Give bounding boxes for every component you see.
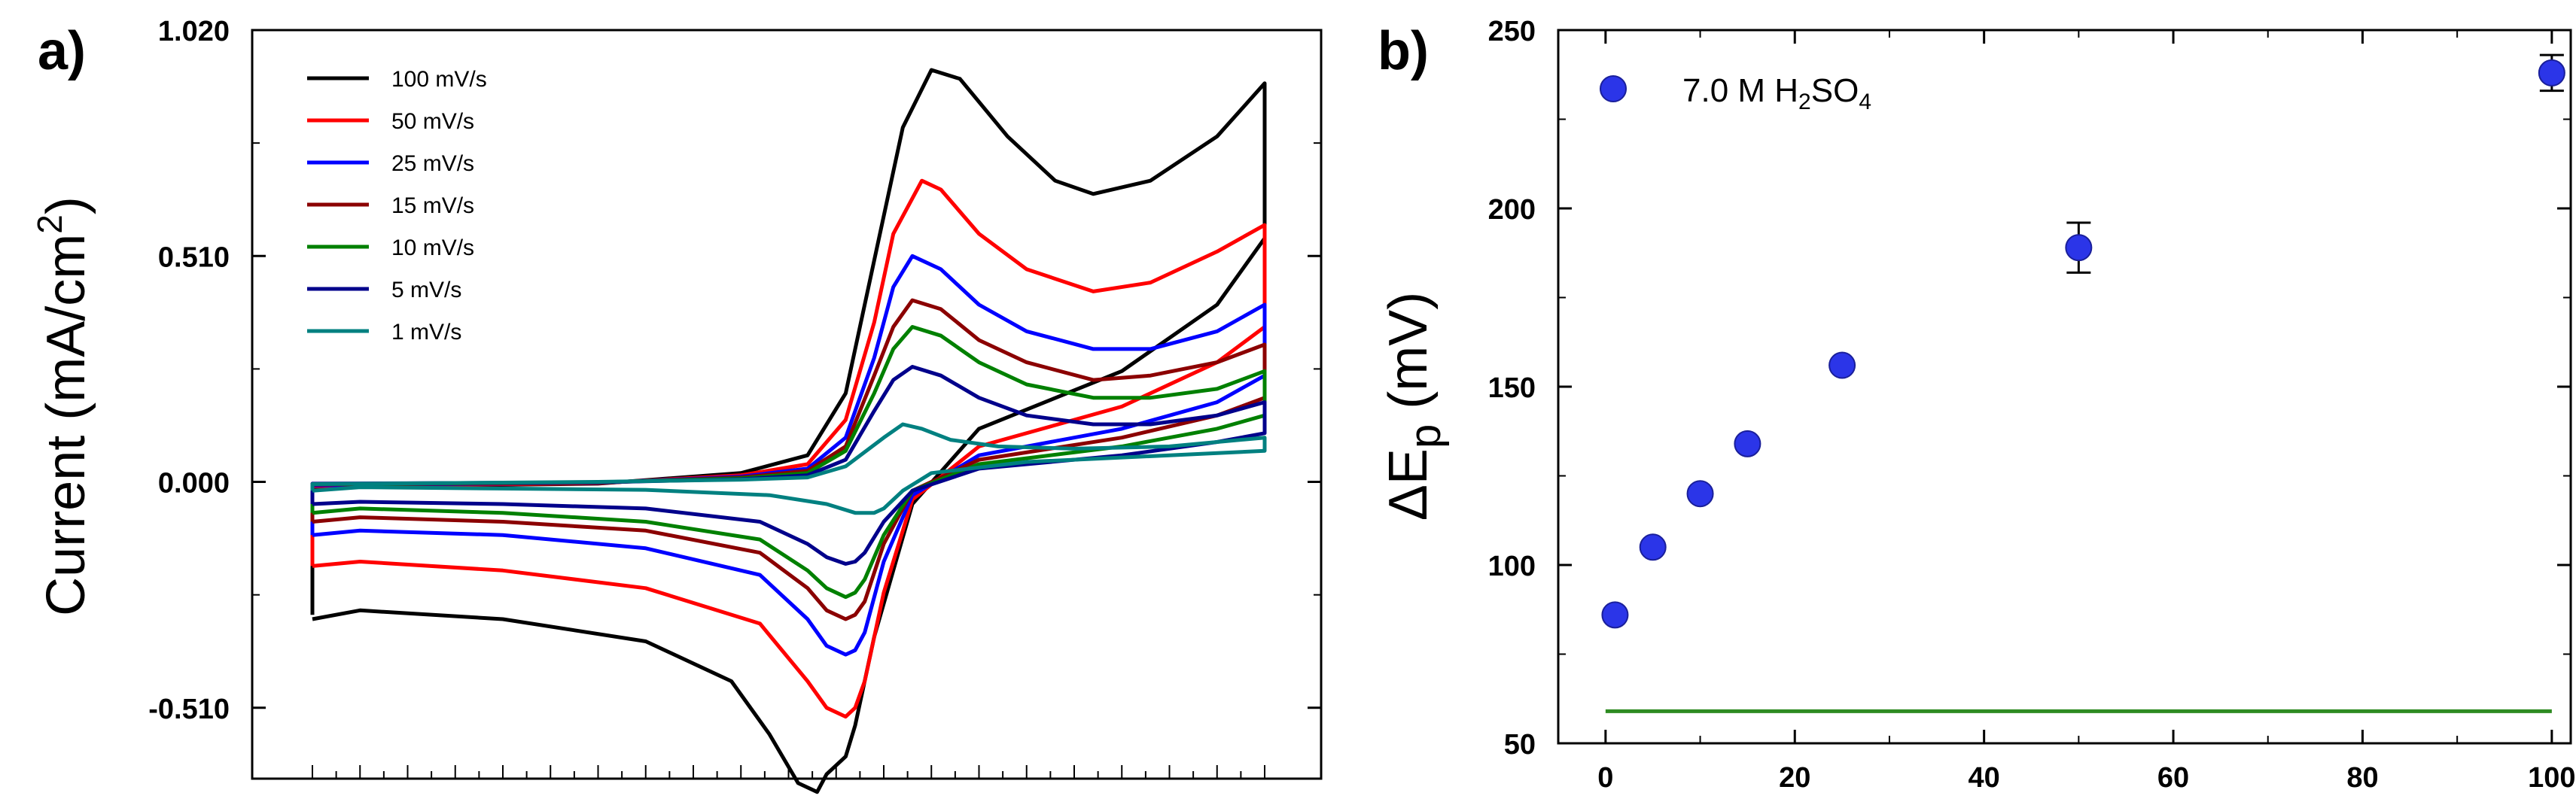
panel-b-legend: 7.0 M H2SO4 — [1600, 72, 1871, 114]
panel-b-label: b) — [1378, 21, 1429, 81]
panel-b-ylabel-text: ΔE — [1378, 448, 1439, 521]
panel-b-legend-label: 7.0 M H2SO4 — [1682, 72, 1871, 114]
panel-a-curves — [310, 68, 1267, 794]
panel-b-data-point — [1734, 430, 1761, 457]
svg-text:Current (mA/cm2): Current (mA/cm2) — [30, 196, 96, 616]
panel-b-data-point — [2065, 234, 2093, 262]
panel-a-legend: 100 mV/s 50 mV/s 25 mV/s 15 mV/s 10 mV/s 5 mV… — [307, 67, 487, 345]
panel-a-legend-label: 15 mV/s — [391, 193, 474, 218]
cv-curve-1-mv-s — [310, 422, 1267, 515]
panel-a-ylabel-close: ) — [36, 196, 96, 214]
panel-a-ytick-labels: 1.020 0.510 0.000 -0.510 — [148, 16, 230, 725]
panel-b-xtick-label: 40 — [1969, 762, 2000, 794]
panel-a-legend-label: 5 mV/s — [391, 278, 461, 302]
panel-a: a) Current (mA/cm2) 1.020 0.510 0.000 -0.51… — [30, 16, 1323, 794]
panel-b-xtick-label: 20 — [1779, 762, 1810, 794]
panel-b-ytick-label: 150 — [1488, 372, 1536, 404]
panel-a-ytick-label: 0.000 — [158, 468, 230, 500]
panel-b-data-point — [1639, 533, 1667, 561]
panel-a-ytick-label: 0.510 — [158, 241, 230, 273]
panel-a-ticks — [252, 29, 1321, 779]
panel-b-xtick-labels: 0 20 40 60 80 100 — [1597, 762, 2575, 794]
panel-b-data-point — [1828, 351, 1856, 379]
panel-a-legend-label: 1 mV/s — [391, 320, 461, 345]
panel-b-xtick-label: 0 — [1597, 762, 1613, 794]
panel-a-ylabel-text: Current (mA/cm — [36, 234, 96, 616]
panel-b-xtick-label: 60 — [2157, 762, 2189, 794]
svg-text:ΔEp (mV): ΔEp (mV) — [1378, 292, 1450, 521]
panel-b-ytick-label: 200 — [1488, 194, 1536, 226]
panel-b-legend-sub2: 4 — [1859, 90, 1871, 114]
panel-b-ytick-label: 50 — [1504, 729, 1536, 761]
panel-b-legend-mid: SO — [1811, 72, 1859, 109]
panel-a-legend-label: 10 mV/s — [391, 235, 474, 260]
cv-curve-10-mv-s — [310, 325, 1267, 600]
panel-b-ylabel: ΔEp (mV) — [1378, 292, 1450, 521]
panel-a-legend-label: 100 mV/s — [391, 67, 487, 92]
panel-b-plot-frame — [1557, 29, 2572, 745]
cv-curve-100-mv-s — [310, 68, 1267, 794]
cv-curve-25-mv-s — [310, 254, 1267, 657]
panel-a-ylabel: Current (mA/cm2) — [30, 196, 96, 616]
panel-b-legend-prefix: 7.0 M H — [1682, 72, 1798, 109]
panel-b-points — [1601, 53, 2565, 629]
panel-b-xtick-label: 80 — [2346, 762, 2378, 794]
panel-b-xtick-label: 100 — [2528, 762, 2575, 794]
panel-a-ytick-label: 1.020 — [158, 16, 230, 47]
cv-curve-50-mv-s — [310, 178, 1267, 719]
panel-b-ylabel-sub: p — [1401, 424, 1450, 448]
panel-b-ylabel-units: (mV) — [1378, 292, 1439, 424]
panel-b-data-point — [2538, 59, 2565, 87]
panel-a-ylabel-sup: 2 — [30, 214, 69, 234]
panel-b-ytick-labels: 50 100 150 200 250 — [1488, 16, 1536, 761]
panel-a-plot-frame — [251, 29, 1323, 780]
panel-b-legend-marker — [1600, 75, 1627, 102]
panel-b-ytick-label: 100 — [1488, 551, 1536, 582]
cv-curve-5-mv-s — [310, 365, 1267, 566]
panel-b-data-point — [1686, 480, 1714, 508]
panel-a-legend-label: 50 mV/s — [391, 109, 474, 134]
panel-b-ytick-label: 250 — [1488, 16, 1536, 47]
panel-b-legend-sub1: 2 — [1798, 90, 1811, 114]
panel-a-label: a) — [38, 21, 86, 81]
panel-b-ticks — [1558, 29, 2571, 745]
panel-b-data-point — [1601, 601, 1629, 629]
panel-a-ytick-label: -0.510 — [148, 694, 230, 725]
panel-a-legend-label: 25 mV/s — [391, 151, 474, 176]
